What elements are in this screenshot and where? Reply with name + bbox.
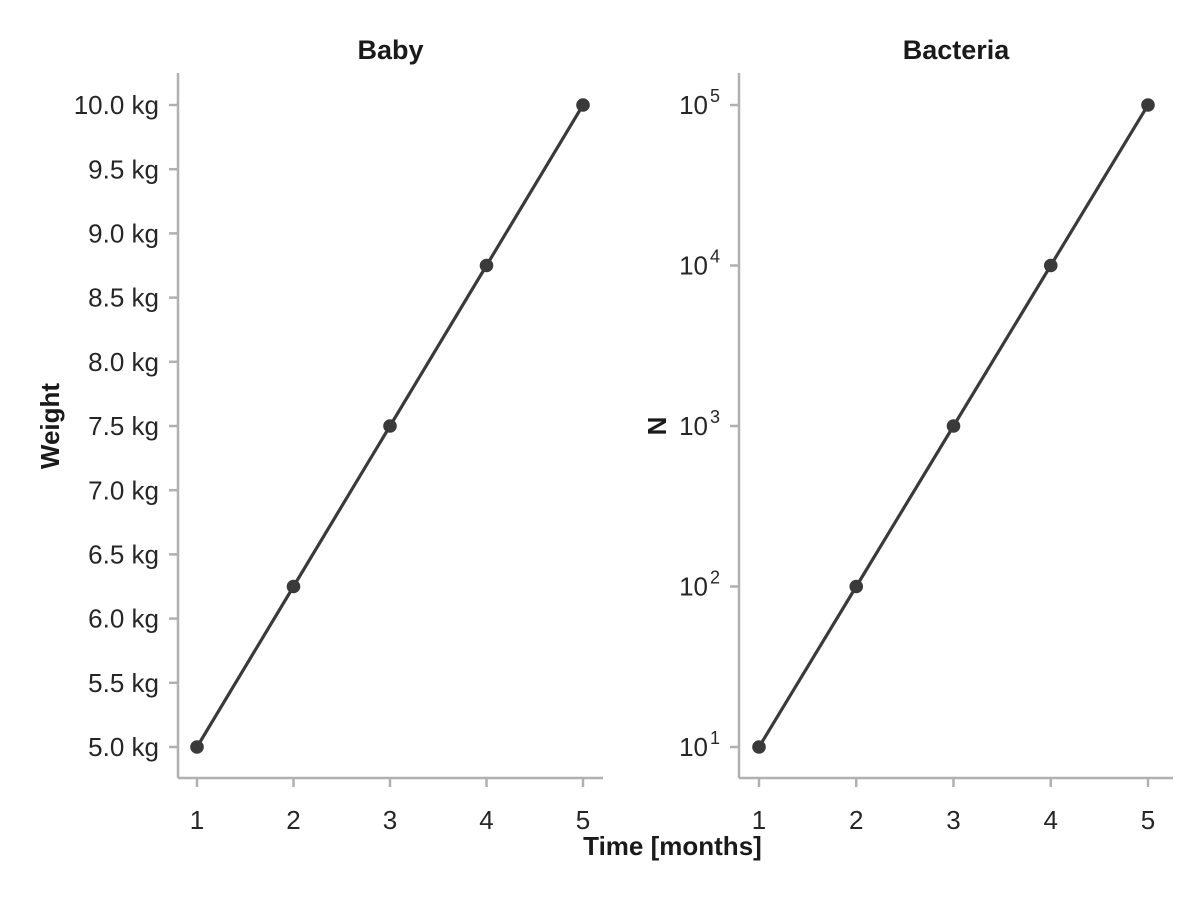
y-tick-label: 10 4 xyxy=(679,247,720,281)
y-tick-label: 6.5 kg xyxy=(88,540,159,570)
x-tick-label: 4 xyxy=(479,805,493,835)
data-point-baby-2 xyxy=(286,579,301,594)
y-tick-label: 8.5 kg xyxy=(88,283,159,313)
x-tick-label: 3 xyxy=(383,805,397,835)
y-tick-label: 5.5 kg xyxy=(88,668,159,698)
y-tick-label: 10 5 xyxy=(679,86,720,120)
y-tick-label: 7.5 kg xyxy=(88,411,159,441)
data-point-baby-5 xyxy=(576,98,590,112)
data-point-baby-3 xyxy=(383,419,397,433)
y-tick-label: 10 2 xyxy=(679,568,720,602)
y-tick-label: 10 1 xyxy=(679,728,720,762)
data-point-bacteria-4 xyxy=(1043,258,1058,273)
y-tick-label: 10.0 kg xyxy=(74,90,159,120)
panel-title-bacteria: Bacteria xyxy=(902,35,1010,65)
y-tick-label: 9.5 kg xyxy=(88,154,159,184)
y-axis-label-weight: Weight xyxy=(35,382,65,470)
x-tick-label: 1 xyxy=(190,805,204,835)
data-point-bacteria-1 xyxy=(752,740,766,754)
x-tick-label: 5 xyxy=(576,805,590,835)
y-tick-label: 5.0 kg xyxy=(88,732,159,762)
x-axis-label-time: Time [months] xyxy=(583,831,762,861)
data-point-bacteria-5 xyxy=(1141,98,1155,112)
y-tick-label: 7.0 kg xyxy=(88,475,159,505)
data-point-baby-1 xyxy=(190,740,204,754)
y-tick-label: 10 3 xyxy=(679,407,720,441)
x-tick-label: 2 xyxy=(849,805,863,835)
panel-baby: 1 2 3 4 5 5.0 kg 5.5 kg 6.0 kg 6.5 kg 7.0 kg 7.5 k… xyxy=(74,73,603,835)
x-tick-label: 3 xyxy=(946,805,960,835)
y-tick-label: 9.0 kg xyxy=(88,219,159,249)
panel-title-baby: Baby xyxy=(357,35,424,65)
x-tick-label: 1 xyxy=(752,805,766,835)
data-point-bacteria-2 xyxy=(849,579,864,594)
y-tick-label: 8.0 kg xyxy=(88,347,159,377)
x-tick-label: 2 xyxy=(286,805,300,835)
data-point-baby-4 xyxy=(479,258,494,273)
y-tick-label: 6.0 kg xyxy=(88,604,159,634)
x-tick-label: 4 xyxy=(1044,805,1058,835)
y-axis-label-n: N xyxy=(642,416,672,436)
x-tick-label: 5 xyxy=(1141,805,1155,835)
data-point-bacteria-3 xyxy=(946,419,961,433)
